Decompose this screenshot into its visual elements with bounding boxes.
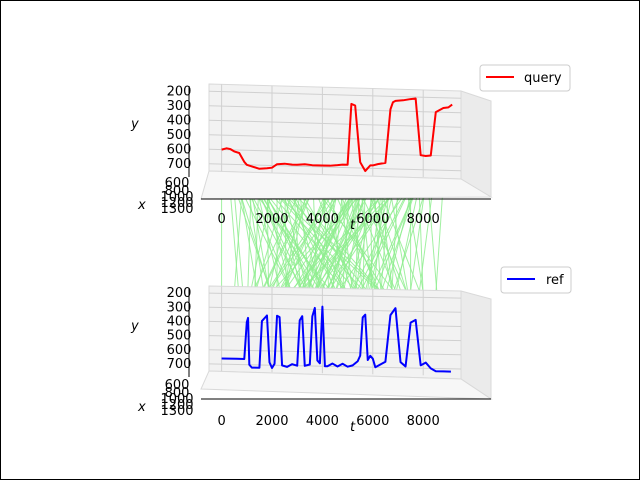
top-t-tick-label: 0 bbox=[217, 212, 225, 227]
bottom-series-group bbox=[221, 305, 451, 373]
bottom-x-tick-label: 1200 bbox=[160, 398, 193, 413]
top-x-tick-label: 1000 bbox=[160, 190, 193, 205]
top-grid-hline bbox=[208, 148, 462, 157]
top-series-group bbox=[221, 97, 453, 173]
top-tick-labels: 0 2000 4000 6000 800020030040050060070060080… bbox=[160, 84, 491, 227]
top-y-tick-label: 600 bbox=[167, 142, 192, 157]
top-grid-hline bbox=[208, 163, 462, 172]
bottom-y-tick-label: 500 bbox=[167, 329, 192, 344]
bottom-x-tick-label: 1000 bbox=[160, 392, 193, 407]
top-ylabel: y bbox=[130, 117, 139, 132]
bottom-grid-hline bbox=[208, 292, 462, 299]
bottom-x-tick-label: 600 bbox=[165, 378, 190, 393]
top-floor-pane bbox=[200, 170, 493, 200]
top-t-tick-label: 2000 bbox=[255, 212, 288, 227]
top-series-query-line bbox=[221, 97, 453, 173]
legend-query-label: query bbox=[524, 71, 562, 86]
bottom-t-tick-label: 0 bbox=[217, 414, 225, 429]
top-y-tick-label: 400 bbox=[167, 113, 192, 128]
top-y-tick-label: 200 bbox=[167, 84, 192, 99]
top-y-tick-label: 500 bbox=[167, 128, 192, 143]
top-t-tick-label: 4000 bbox=[306, 212, 339, 227]
top-xlabel: t bbox=[350, 218, 356, 233]
bottom-x-tick-label: 1300 bbox=[160, 404, 193, 419]
bottom-t-tick-label: 8000 bbox=[407, 414, 440, 429]
bottom-t-tick-label: 2000 bbox=[255, 414, 288, 429]
top-x-tick-label: 1300 bbox=[160, 202, 193, 217]
bottom-ylabel: y bbox=[130, 319, 139, 334]
bottom-x-tick-label: 800 bbox=[165, 386, 190, 401]
bottom-grid-hline bbox=[208, 335, 462, 342]
top-grid-hline bbox=[208, 105, 462, 114]
top-y-tick-label: 300 bbox=[167, 99, 192, 114]
top-x-tick-label: 600 bbox=[165, 176, 190, 191]
top-x-tick-label: 800 bbox=[165, 184, 190, 199]
bottom-3d-axes: 0 2000 4000 6000 800020030040050060070060080… bbox=[130, 266, 572, 435]
top-t-tick-label: 8000 bbox=[407, 212, 440, 227]
bottom-grid-hline bbox=[208, 320, 462, 327]
top-side-pane bbox=[460, 90, 492, 198]
top-y-tick-label: 700 bbox=[167, 157, 192, 172]
bottom-xlabel: t bbox=[350, 420, 356, 435]
bottom-y-tick-label: 300 bbox=[167, 300, 192, 315]
bottom-y-tick-label: 200 bbox=[167, 286, 192, 301]
bottom-y-tick-label: 400 bbox=[167, 314, 192, 329]
top-3d-axes: 0 2000 4000 6000 800020030040050060070060080… bbox=[130, 64, 571, 233]
top-x-tick-label: 1200 bbox=[160, 196, 193, 211]
bottom-series-ref-line bbox=[221, 305, 451, 373]
top-legend: query bbox=[479, 64, 571, 92]
bottom-t-tick-label: 6000 bbox=[356, 414, 389, 429]
top-depth-label: x bbox=[137, 198, 146, 213]
bottom-y-tick-label: 700 bbox=[167, 357, 192, 372]
bottom-y-tick-label: 600 bbox=[167, 343, 192, 358]
bottom-legend: ref bbox=[500, 266, 572, 294]
bottom-depth-label: x bbox=[137, 400, 146, 415]
bottom-grid-hline bbox=[208, 306, 462, 313]
bottom-tick-labels: 0 2000 4000 6000 800020030040050060070060080… bbox=[160, 286, 491, 429]
top-grid bbox=[208, 84, 462, 177]
bottom-grid-hline bbox=[208, 363, 462, 370]
top-grid-hline bbox=[208, 90, 462, 99]
legend-ref-label: ref bbox=[546, 273, 564, 288]
bottom-t-tick-label: 4000 bbox=[306, 414, 339, 429]
top-t-tick-label: 6000 bbox=[356, 212, 389, 227]
